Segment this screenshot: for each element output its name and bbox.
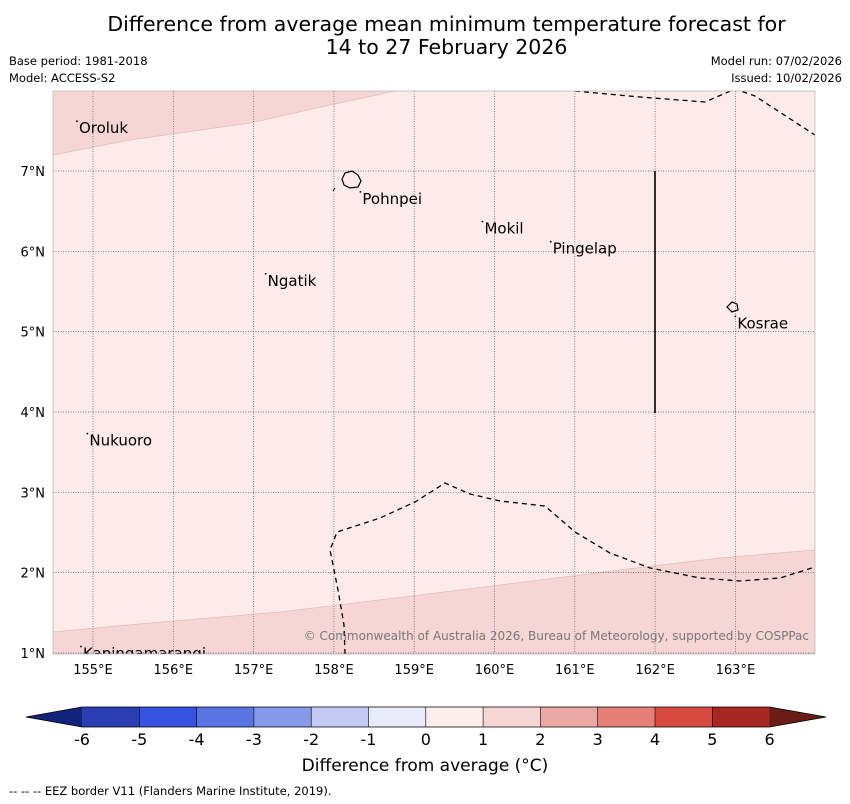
latitude-label: 6°N: [21, 245, 46, 260]
colorbar-tick-label: -3: [246, 730, 262, 749]
title-line-2: 14 to 27 February 2026: [325, 35, 568, 59]
latitude-label: 1°N: [21, 647, 46, 662]
place-marker: [481, 220, 484, 223]
ant-atoll-outline: [332, 187, 336, 192]
latitude-label: 2°N: [21, 567, 46, 582]
place-label-ngatik: Ngatik: [268, 272, 317, 290]
colorbar-extend-low: [26, 707, 82, 727]
place-marker: [734, 315, 737, 318]
chart-title: Difference from average mean minimum tem…: [0, 13, 850, 59]
place-label-nukuoro: Nukuoro: [89, 432, 152, 450]
longitude-label: 162°E: [635, 663, 675, 678]
pohnpei-island-outline: [341, 170, 362, 189]
colorbar-bin: [196, 707, 255, 727]
colorbar-tick-labels: -6 -5 -4 -3 -2 -1 0 1 2 3 4 5 6: [74, 730, 775, 749]
title-line-1: Difference from average mean minimum tem…: [107, 12, 786, 36]
colorbar-extend-high: [769, 707, 826, 727]
colorbar-tick-label: 3: [593, 730, 603, 749]
meta-right: Model run: 07/02/2026 Issued: 10/02/2026: [711, 53, 842, 87]
colorbar-outline: [25, 706, 827, 728]
colorbar-tick-label: 5: [707, 730, 717, 749]
place-marker: [264, 272, 267, 275]
colorbar-tick-label: -6: [74, 730, 90, 749]
latitude-labels: 7°N 6°N 5°N 4°N 3°N 2°N 1°N: [21, 165, 46, 662]
colorbar-tick-label: 4: [650, 730, 660, 749]
colorbar-bin: [311, 707, 369, 727]
contour-north: [53, 91, 396, 156]
place-labels: Oroluk Pohnpei Mokil Pingelap Ngatik Kosrae Nu…: [76, 119, 788, 663]
model-name: Model: ACCESS-S2: [9, 71, 116, 85]
model-run: Model run: 07/02/2026: [710, 54, 842, 68]
place-label-pingelap: Pingelap: [553, 240, 617, 258]
longitude-label: 163°E: [716, 663, 756, 678]
place-label-pohnpei: Pohnpei: [362, 190, 422, 208]
eez-legend-note: -- -- -- EEZ border V11 (Flanders Marine…: [9, 784, 332, 798]
colorbar: [25, 706, 827, 728]
colorbar-title: Difference from average (°C): [301, 756, 549, 776]
base-period: Base period: 1981-2018: [9, 54, 148, 68]
contour-south: [53, 549, 815, 633]
colorbar-tick-label: 1: [478, 730, 488, 749]
place-label-mokil: Mokil: [484, 220, 523, 238]
latitude-label: 3°N: [21, 486, 46, 501]
place-marker: [86, 432, 89, 435]
map-area: Oroluk Pohnpei Mokil Pingelap Ngatik Kosrae Nu…: [53, 91, 815, 663]
place-marker: [76, 120, 78, 123]
colorbar-tick-label: 2: [535, 730, 545, 749]
anomaly-1-2-region-south: [53, 550, 815, 654]
colorbar-tick-label: -1: [361, 730, 377, 749]
colorbar-bin: [483, 707, 541, 727]
copyright-notice: © Commonwealth of Australia 2026, Bureau…: [304, 629, 809, 643]
anomaly-0-1-region: [53, 91, 815, 654]
colorbar-bin: [540, 707, 599, 727]
colorbar-bin: [253, 707, 312, 727]
place-label-kapingamarangi: Kapingamarangi: [83, 645, 206, 663]
graticule: [53, 91, 815, 654]
issued-date: Issued: 10/02/2026: [731, 71, 842, 85]
colorbar-tick-label: -2: [303, 730, 319, 749]
latitude-label: 5°N: [21, 326, 46, 341]
longitude-label: 160°E: [475, 663, 515, 678]
colorbar-bin: [82, 707, 140, 727]
longitude-labels: 155°E 156°E 157°E 158°E 159°E 160°E 161°E 162°E…: [73, 663, 755, 678]
place-marker: [549, 240, 552, 243]
place-marker: [80, 645, 82, 648]
colorbar-bin: [712, 707, 771, 727]
meta-left: Base period: 1981-2018 Model: ACCESS-S2: [9, 53, 148, 87]
longitude-label: 155°E: [73, 663, 113, 678]
longitude-label: 161°E: [555, 663, 595, 678]
latitude-label: 7°N: [21, 165, 46, 180]
longitude-label: 156°E: [154, 663, 194, 678]
colorbar-bin: [368, 707, 427, 727]
map-frame: [52, 90, 816, 655]
longitude-label: 158°E: [314, 663, 354, 678]
eez-border-north: [574, 91, 815, 136]
anomaly-1-2-region-north: [53, 91, 395, 155]
place-marker: [359, 190, 362, 193]
place-label-kosrae: Kosrae: [737, 314, 788, 332]
colorbar-tick-label: 0: [421, 730, 431, 749]
latitude-label: 4°N: [21, 406, 46, 421]
colorbar-bin: [655, 707, 713, 727]
colorbar-tick-label: 6: [765, 730, 775, 749]
kosrae-island-outline: [726, 301, 739, 313]
colorbar-bin: [597, 707, 656, 727]
colorbar-bin: [139, 707, 198, 727]
longitude-label: 159°E: [394, 663, 434, 678]
colorbar-tick-label: -4: [189, 730, 205, 749]
colorbar-tick-label: -5: [131, 730, 147, 749]
place-label-oroluk: Oroluk: [79, 119, 128, 137]
colorbar-bin: [425, 707, 484, 727]
longitude-label: 157°E: [234, 663, 274, 678]
